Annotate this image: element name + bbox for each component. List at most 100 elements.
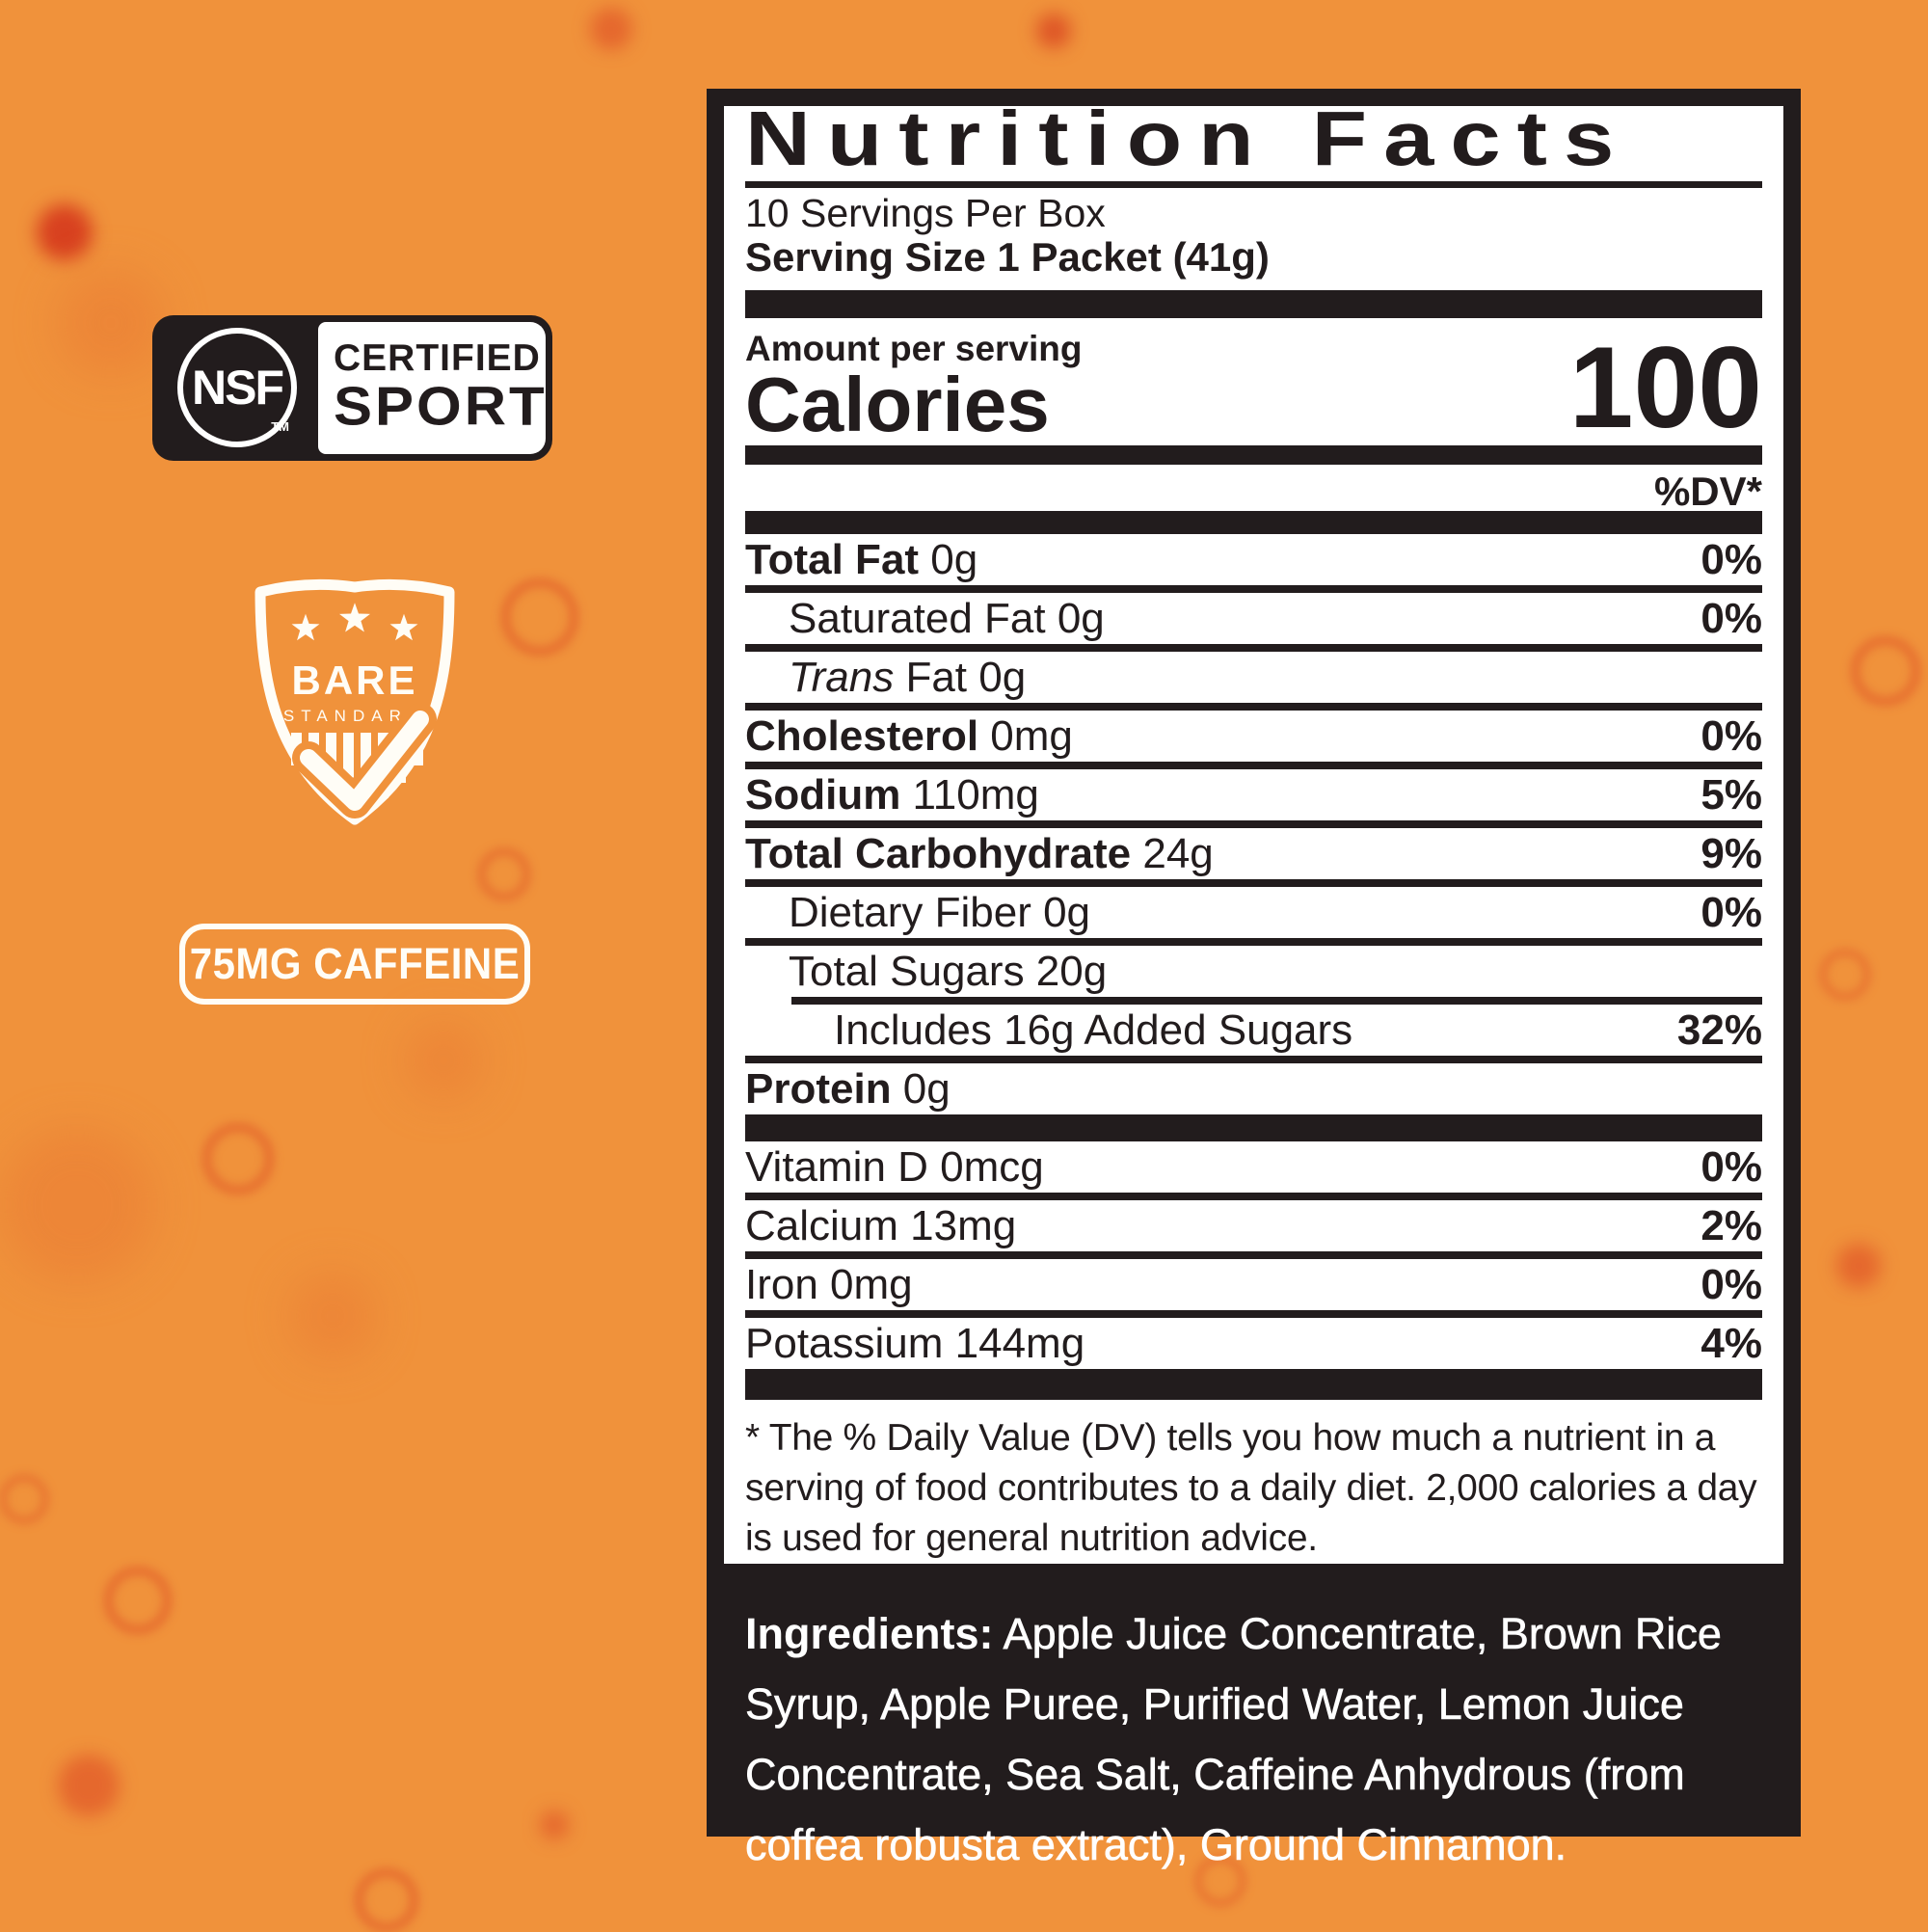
nutrient-name: Calcium 13mg xyxy=(745,1201,1017,1249)
shield-bare-text: BARE xyxy=(291,657,417,703)
star-icon xyxy=(389,613,418,641)
nutrient-amount: 0g xyxy=(891,1064,951,1113)
nutrient-row-total-sugars: Total Sugars 20g xyxy=(745,946,1762,997)
divider xyxy=(745,181,1762,188)
nutrient-dv: 5% xyxy=(1700,770,1762,818)
background-spot xyxy=(590,8,632,50)
divider xyxy=(745,585,1762,593)
background-spot xyxy=(0,1475,48,1523)
nsf-trademark: TM xyxy=(271,419,289,434)
background-spot xyxy=(405,1022,482,1099)
background-spot xyxy=(37,204,93,260)
nutrient-table: Total Fat 0g 0% Saturated Fat 0g 0% Tran… xyxy=(745,534,1762,1564)
nutrient-row-cholesterol: Cholesterol 0mg 0% xyxy=(745,711,1762,762)
nutrient-row-protein: Protein 0g xyxy=(745,1063,1762,1114)
star-icon xyxy=(339,603,370,632)
background-spot xyxy=(355,1868,418,1932)
nutrient-name: Total Carbohydrate xyxy=(745,829,1132,877)
nutrient-row-vitamin-d: Vitamin D 0mcg 0% xyxy=(745,1141,1762,1193)
nutrient-name: Potassium 144mg xyxy=(745,1319,1085,1367)
background-spot xyxy=(58,1755,120,1816)
nutrient-row-iron: Iron 0mg 0% xyxy=(745,1259,1762,1310)
checkmark-icon xyxy=(300,711,429,811)
nutrient-dv: 0% xyxy=(1700,711,1762,760)
thick-divider xyxy=(745,290,1762,318)
background-spot xyxy=(478,848,530,900)
serving-size: Serving Size 1 Packet (41g) xyxy=(745,234,1270,280)
nutrition-facts-label: Nutrition Facts 10 Servings Per Box Serv… xyxy=(707,89,1801,1869)
divider xyxy=(745,1251,1762,1259)
nutrient-name: Trans xyxy=(789,653,895,701)
nutrient-row-potassium: Potassium 144mg 4% xyxy=(745,1318,1762,1369)
divider xyxy=(745,644,1762,652)
nutrient-name: Total Fat xyxy=(745,535,920,583)
nutrient-dv: 0% xyxy=(1700,594,1762,642)
amount-per-serving-label: Amount per serving xyxy=(745,329,1083,368)
nsf-logo-icon: NSF TM xyxy=(177,328,297,447)
shield-standard-text: STANDARD xyxy=(283,707,426,725)
nutrient-name: Vitamin D 0mcg xyxy=(745,1142,1044,1191)
background-spot xyxy=(1820,950,1870,1000)
bare-standard-shield-badge: BARE STANDARD xyxy=(247,573,463,829)
background-spot xyxy=(58,270,164,376)
nsf-certified-text: CERTIFIED xyxy=(334,337,541,379)
thick-divider xyxy=(745,1114,1762,1141)
nutrient-name: Saturated Fat 0g xyxy=(789,594,1105,642)
background-spot xyxy=(1851,636,1920,706)
caffeine-badge-label: 75MG CAFFEINE xyxy=(189,939,521,988)
nutrient-name: Sodium xyxy=(745,770,901,818)
nutrient-dv: 2% xyxy=(1700,1201,1762,1249)
daily-value-header: %DV* xyxy=(1653,469,1762,514)
nutrient-amount: 0g xyxy=(919,535,978,583)
background-spot xyxy=(289,1273,376,1359)
nutrient-dv: 9% xyxy=(1700,829,1762,877)
background-spot xyxy=(104,1567,172,1634)
nutrient-row-saturated-fat: Saturated Fat 0g 0% xyxy=(745,593,1762,644)
background-spot xyxy=(501,578,578,656)
divider xyxy=(745,879,1762,887)
nutrient-dv: 0% xyxy=(1700,535,1762,583)
nutrient-amount: 110mg xyxy=(900,770,1039,818)
nutrient-row-total-carbohydrate: Total Carbohydrate 24g 9% xyxy=(745,828,1762,879)
nutrient-dv: 32% xyxy=(1676,1006,1762,1054)
ingredients-text: Apple Juice Concentrate, Brown Rice Syru… xyxy=(745,1609,1723,1870)
nutrient-name: Iron 0mg xyxy=(745,1260,913,1308)
shield-icon: BARE STANDARD xyxy=(254,578,455,825)
nsf-sport-text: SPORT xyxy=(334,375,548,437)
divider xyxy=(745,762,1762,769)
background-spot xyxy=(0,1128,154,1282)
nutrient-dv: 0% xyxy=(1700,1260,1762,1308)
nutrition-facts-title: Nutrition Facts xyxy=(745,94,1631,182)
calories-label: Calories xyxy=(745,362,1050,447)
background-spot xyxy=(1036,13,1071,48)
background-spot xyxy=(540,1811,569,1839)
divider xyxy=(745,445,1762,465)
caffeine-badge: 75MG CAFFEINE xyxy=(179,924,530,1005)
star-icon xyxy=(291,613,320,641)
nsf-brand-text: NSF xyxy=(192,361,284,415)
divider xyxy=(745,1193,1762,1200)
nutrient-amount: Fat 0g xyxy=(894,653,1027,701)
divider xyxy=(745,820,1762,828)
daily-value-footnote: * The % Daily Value (DV) tells you how m… xyxy=(745,1417,1757,1559)
nutrient-row-total-fat: Total Fat 0g 0% xyxy=(745,534,1762,585)
ingredients-label: Ingredients: xyxy=(745,1609,994,1658)
thick-divider xyxy=(745,1369,1762,1400)
divider xyxy=(745,938,1762,946)
nutrient-name: Protein xyxy=(745,1064,892,1113)
divider xyxy=(791,997,1762,1005)
nutrient-amount: 0mg xyxy=(978,711,1073,760)
nutrient-dv: 0% xyxy=(1700,888,1762,936)
divider xyxy=(745,703,1762,711)
nutrient-dv: 4% xyxy=(1700,1319,1762,1367)
servings-per-box: 10 Servings Per Box xyxy=(745,191,1106,235)
nsf-certified-sport-badge: NSF TM CERTIFIED SPORT xyxy=(152,315,552,461)
background-spot xyxy=(202,1123,274,1194)
background-spot xyxy=(1836,1244,1881,1288)
nutrient-row-calcium: Calcium 13mg 2% xyxy=(745,1200,1762,1251)
nutrient-row-trans-fat: Trans Fat 0g xyxy=(745,652,1762,703)
nutrient-row-added-sugars: Includes 16g Added Sugars 32% xyxy=(745,1005,1762,1056)
ingredients-panel: Ingredients: Apple Juice Concentrate, Br… xyxy=(707,1564,1801,1869)
nutrient-row-dietary-fiber: Dietary Fiber 0g 0% xyxy=(745,887,1762,938)
